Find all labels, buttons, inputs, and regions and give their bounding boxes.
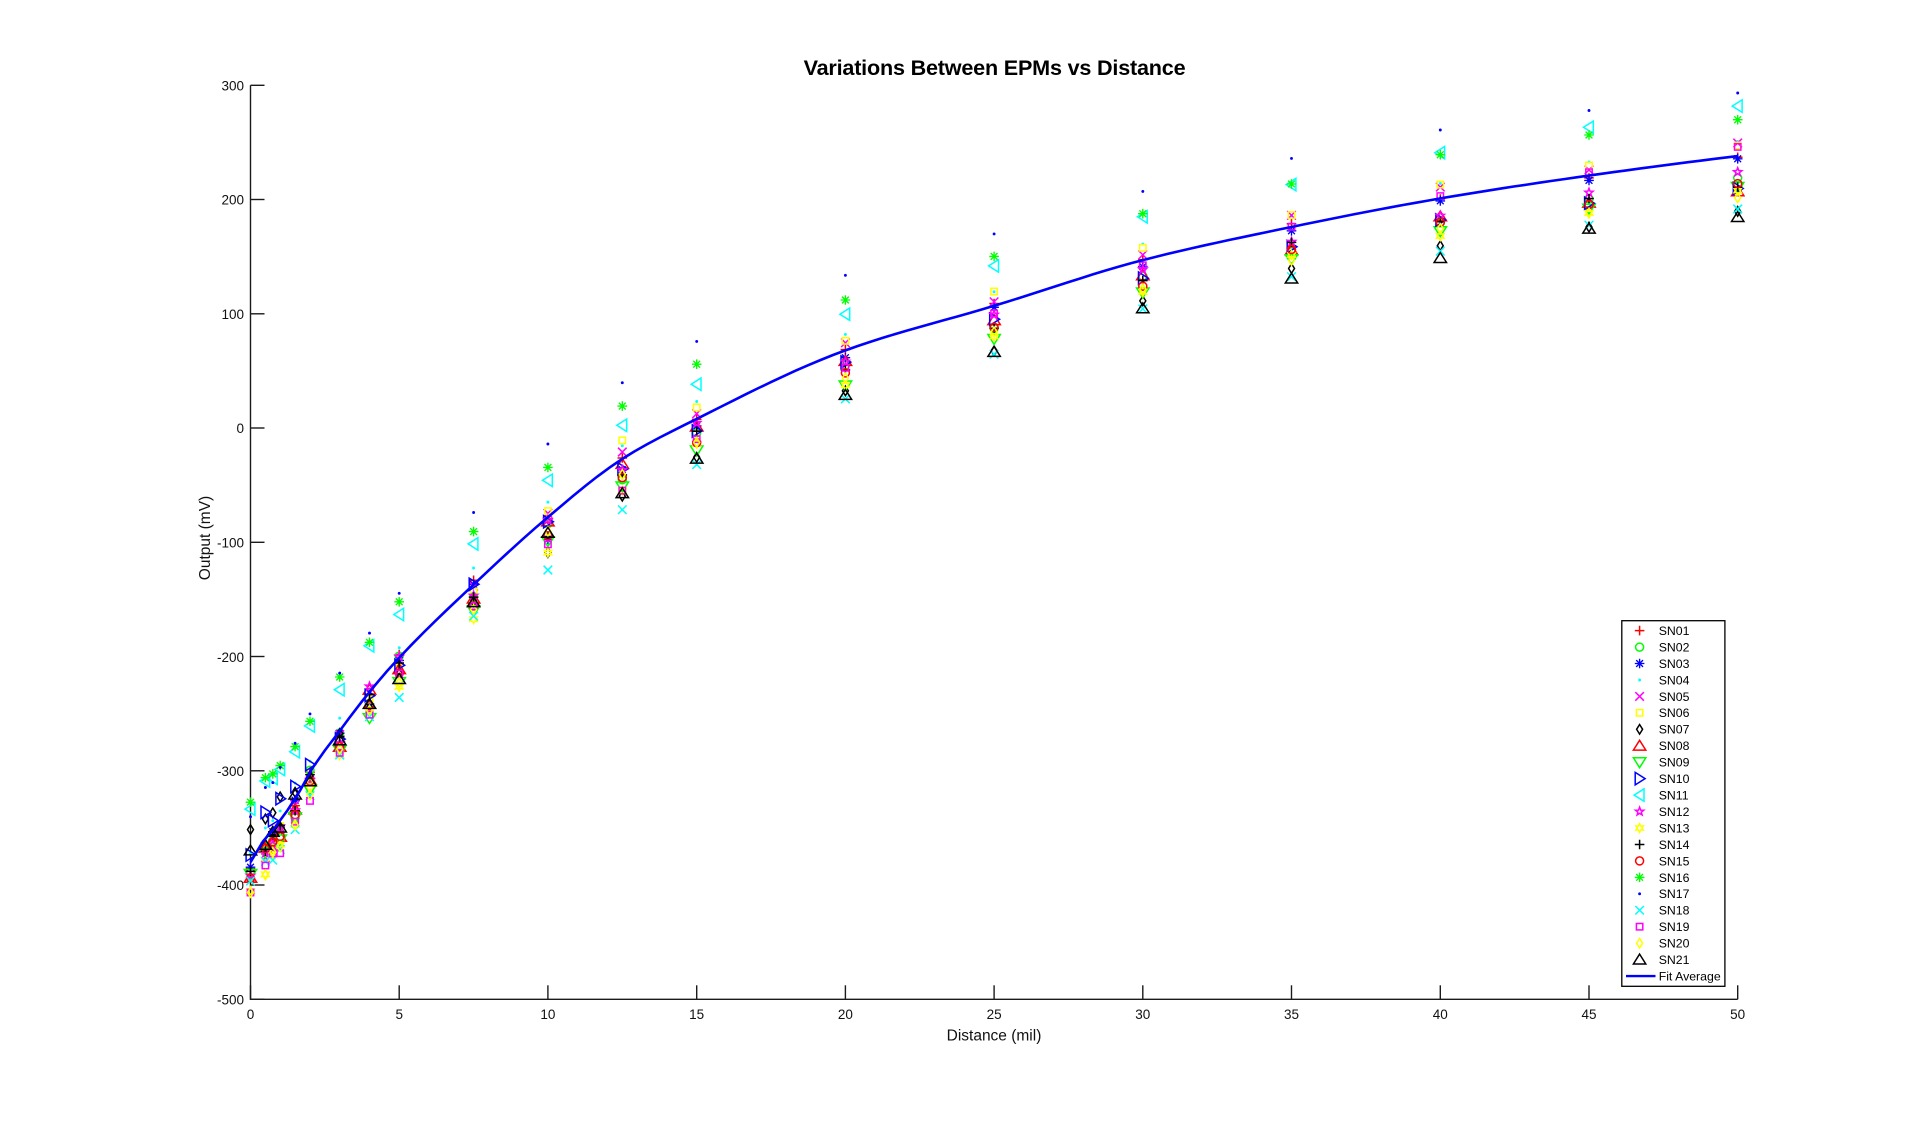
svg-text:-400: -400 [217,878,244,893]
svg-text:-500: -500 [217,993,244,1008]
svg-text:SN15: SN15 [1659,854,1690,868]
svg-text:25: 25 [987,1007,1002,1022]
svg-text:SN01: SN01 [1659,624,1690,638]
svg-text:SN14: SN14 [1659,838,1690,852]
svg-text:SN03: SN03 [1659,657,1690,671]
svg-text:100: 100 [221,307,244,322]
svg-text:5: 5 [395,1007,403,1022]
svg-text:SN02: SN02 [1659,641,1690,655]
svg-text:300: 300 [221,79,244,94]
svg-text:SN12: SN12 [1659,805,1690,819]
svg-text:Fit Average: Fit Average [1659,970,1721,984]
svg-text:-300: -300 [217,764,244,779]
svg-text:50: 50 [1730,1007,1745,1022]
svg-text:Distance (mil): Distance (mil) [947,1028,1042,1045]
svg-text:SN21: SN21 [1659,953,1690,967]
svg-text:30: 30 [1135,1007,1150,1022]
svg-text:SN19: SN19 [1659,920,1690,934]
svg-text:SN04: SN04 [1659,673,1690,687]
svg-text:SN13: SN13 [1659,821,1690,835]
svg-text:-200: -200 [217,650,244,665]
svg-text:SN11: SN11 [1659,789,1689,803]
svg-text:Variations Between EPMs vs Dis: Variations Between EPMs vs Distance [804,55,1186,80]
svg-text:SN07: SN07 [1659,723,1690,737]
svg-text:SN18: SN18 [1659,904,1690,918]
svg-text:SN10: SN10 [1659,772,1690,786]
svg-text:10: 10 [540,1007,555,1022]
svg-text:35: 35 [1284,1007,1299,1022]
svg-text:SN16: SN16 [1659,871,1690,885]
svg-text:SN06: SN06 [1659,706,1690,720]
svg-text:0: 0 [236,421,244,436]
svg-text:SN20: SN20 [1659,937,1690,951]
svg-text:SN08: SN08 [1659,739,1690,753]
svg-text:SN09: SN09 [1659,756,1690,770]
svg-text:SN05: SN05 [1659,690,1690,704]
svg-text:15: 15 [689,1007,704,1022]
svg-text:45: 45 [1581,1007,1596,1022]
svg-text:0: 0 [247,1007,255,1022]
svg-text:Output (mV): Output (mV) [197,496,214,580]
svg-text:-100: -100 [217,536,244,551]
svg-text:40: 40 [1433,1007,1448,1022]
svg-text:20: 20 [838,1007,853,1022]
svg-text:SN17: SN17 [1659,887,1690,901]
svg-text:200: 200 [221,193,244,208]
